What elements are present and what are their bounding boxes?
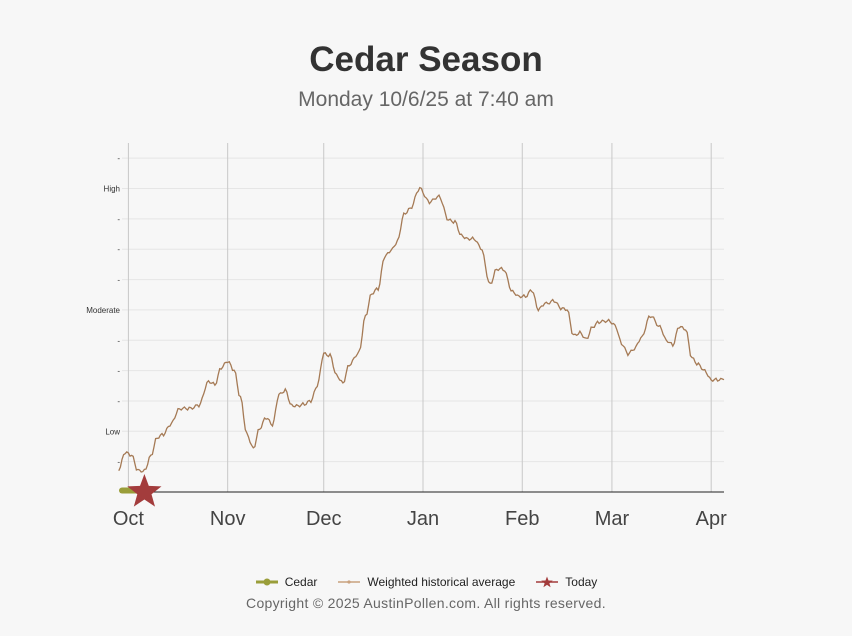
y-tick-label: - [117,397,120,406]
cedar-legend-icon [255,578,278,586]
x-tick-label: Oct [113,508,145,530]
x-tick-label: Dec [306,508,342,530]
today-marker[interactable] [127,474,162,507]
y-tick-label: - [117,215,120,224]
x-tick-label: Feb [505,508,539,530]
y-tick-label: Moderate [86,306,120,315]
weighted-historical-average-line[interactable] [118,186,725,473]
y-axis-labels: - Low - - - Moderate - - - High - [86,154,120,466]
legend-item-today[interactable]: Today [535,575,597,589]
chart-legend: Cedar Weighted historical average Today [0,575,852,589]
legend-item-cedar[interactable]: Cedar [255,575,318,589]
y-tick-label: High [104,185,120,194]
legend-label-today: Today [565,575,598,589]
y-tick-label: - [117,154,120,163]
x-tick-label: Apr [696,508,727,530]
legend-item-historical[interactable]: Weighted historical average [337,575,515,589]
month-lines [127,143,712,492]
y-tick-label: Low [105,427,120,436]
chart-subtitle: Monday 10/6/25 at 7:40 am [298,88,554,111]
historical-legend-icon [338,580,361,584]
y-tick-label: - [117,276,120,285]
y-tick-label: - [117,458,120,467]
y-tick-label: - [117,245,120,254]
y-tick-label: - [117,367,120,376]
chart-title: Cedar Season [309,40,543,79]
x-axis-labels: Oct Nov Dec Jan Feb Mar Apr [113,508,727,530]
x-tick-label: Mar [595,508,630,530]
x-tick-label: Jan [407,508,439,530]
star-legend-icon [536,576,559,588]
legend-label-cedar: Cedar [284,575,318,589]
copyright-notice: Copyright © 2025 AustinPollen.com. All r… [246,595,606,611]
y-tick-label: - [117,336,120,345]
x-tick-label: Nov [210,508,246,530]
legend-label-historical: Weighted historical average [367,575,516,589]
